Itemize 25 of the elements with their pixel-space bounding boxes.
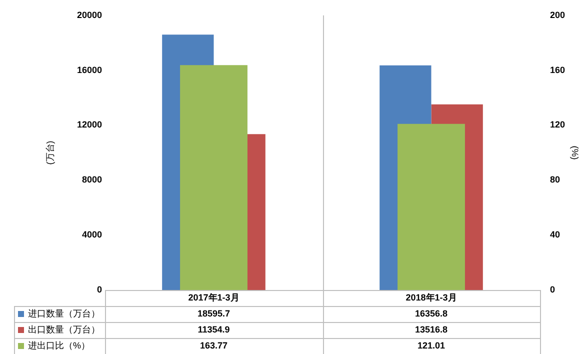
data-label: 13516.8 bbox=[414, 324, 448, 334]
y2-tick-label: 80 bbox=[550, 174, 560, 185]
data-label: 163.77 bbox=[200, 340, 228, 350]
legend-label: 进口数量（万台） bbox=[28, 308, 100, 318]
y-tick-label: 20000 bbox=[76, 10, 102, 20]
x-tick-label: 2018年1-3月 bbox=[406, 292, 457, 302]
y2-axis-title: (%) bbox=[570, 146, 580, 160]
legend-label: 进出口比（%） bbox=[28, 340, 90, 350]
y2-tick-label: 0 bbox=[550, 284, 556, 294]
y-axis-title: (万台) bbox=[44, 140, 55, 165]
y-tick-label: 12000 bbox=[76, 120, 102, 130]
data-label: 16356.8 bbox=[414, 308, 448, 318]
data-label: 11354.9 bbox=[198, 324, 230, 334]
legend-label: 出口数量（万台） bbox=[28, 324, 100, 334]
y2-tick-label: 40 bbox=[550, 230, 560, 240]
y-tick-label: 0 bbox=[96, 284, 102, 294]
x-tick-label: 2017年1-3月 bbox=[188, 292, 240, 302]
y2-tick-label: 160 bbox=[550, 64, 566, 75]
data-label: 121.01 bbox=[417, 340, 446, 350]
y2-tick-label: 120 bbox=[550, 120, 566, 130]
data-label: 18595.7 bbox=[197, 308, 230, 318]
y2-tick-label: 200 bbox=[550, 10, 566, 20]
y-tick-label: 16000 bbox=[76, 64, 102, 75]
y-tick-label: 4000 bbox=[82, 230, 102, 240]
y-tick-label: 8000 bbox=[82, 174, 102, 185]
